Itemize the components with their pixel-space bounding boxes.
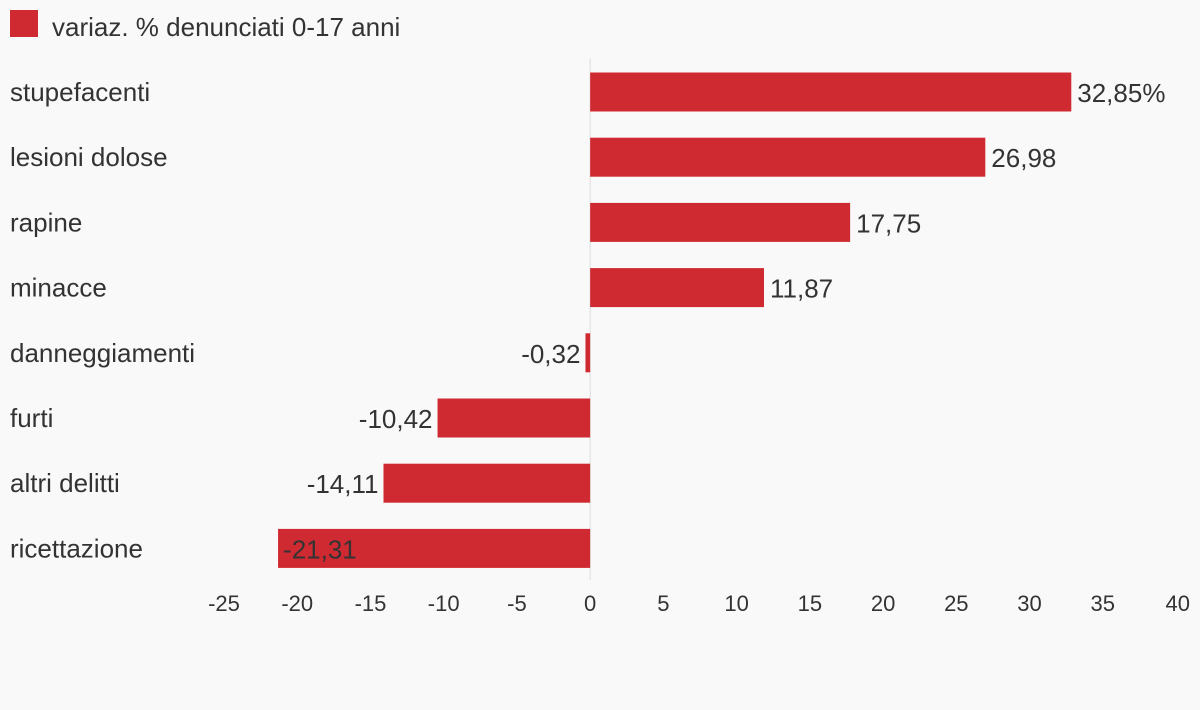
legend: variaz. % denunciati 0-17 anni [10, 10, 400, 42]
category-label: rapine [10, 207, 82, 237]
x-tick-label: 20 [871, 591, 895, 616]
x-tick-label: 35 [1091, 591, 1115, 616]
data-label: 26,98 [991, 143, 1056, 173]
bar [590, 268, 765, 308]
data-label: 32,85% [1077, 78, 1165, 108]
bars [278, 72, 1072, 568]
data-label: 17,75 [856, 208, 921, 238]
x-tick-label: 30 [1017, 591, 1041, 616]
legend-label: variaz. % denunciati 0-17 anni [52, 12, 400, 42]
bar [590, 137, 986, 177]
x-tick-label: 10 [724, 591, 748, 616]
category-label: altri delitti [10, 468, 120, 498]
category-label: stupefacenti [10, 77, 150, 107]
bar [278, 528, 591, 568]
category-labels: stupefacenti lesioni dolose rapine minacce d… [10, 77, 195, 563]
data-label: -10,42 [359, 404, 433, 434]
category-label: lesioni dolose [10, 142, 168, 172]
x-tick-label: 25 [944, 591, 968, 616]
x-tick-label: -20 [281, 591, 313, 616]
x-axis-ticks: -25 -20 -15 -10 -5 0 5 10 15 20 25 30 35 40 [208, 591, 1190, 616]
bar [383, 463, 591, 503]
bar [585, 333, 591, 373]
data-label: -0,32 [521, 339, 580, 369]
category-label: ricettazione [10, 533, 143, 563]
x-tick-label: 0 [584, 591, 596, 616]
data-label: -21,31 [283, 534, 357, 564]
x-tick-label: -15 [355, 591, 387, 616]
bar [590, 202, 851, 242]
x-tick-label: -10 [428, 591, 460, 616]
x-tick-label: 5 [657, 591, 669, 616]
x-tick-label: 15 [798, 591, 822, 616]
data-labels: 32,85% 26,98 17,75 11,87 -0,32 -10,42 -14,11 -2… [283, 78, 1165, 564]
x-tick-label: 40 [1166, 591, 1190, 616]
category-label: minacce [10, 273, 107, 303]
bar [590, 72, 1072, 112]
legend-swatch [10, 10, 38, 37]
bar [437, 398, 591, 438]
x-tick-label: -5 [507, 591, 527, 616]
category-label: furti [10, 403, 53, 433]
x-tick-label: -25 [208, 591, 240, 616]
category-label: danneggiamenti [10, 338, 195, 368]
data-label: -14,11 [307, 469, 379, 499]
data-label: 11,87 [770, 274, 833, 304]
